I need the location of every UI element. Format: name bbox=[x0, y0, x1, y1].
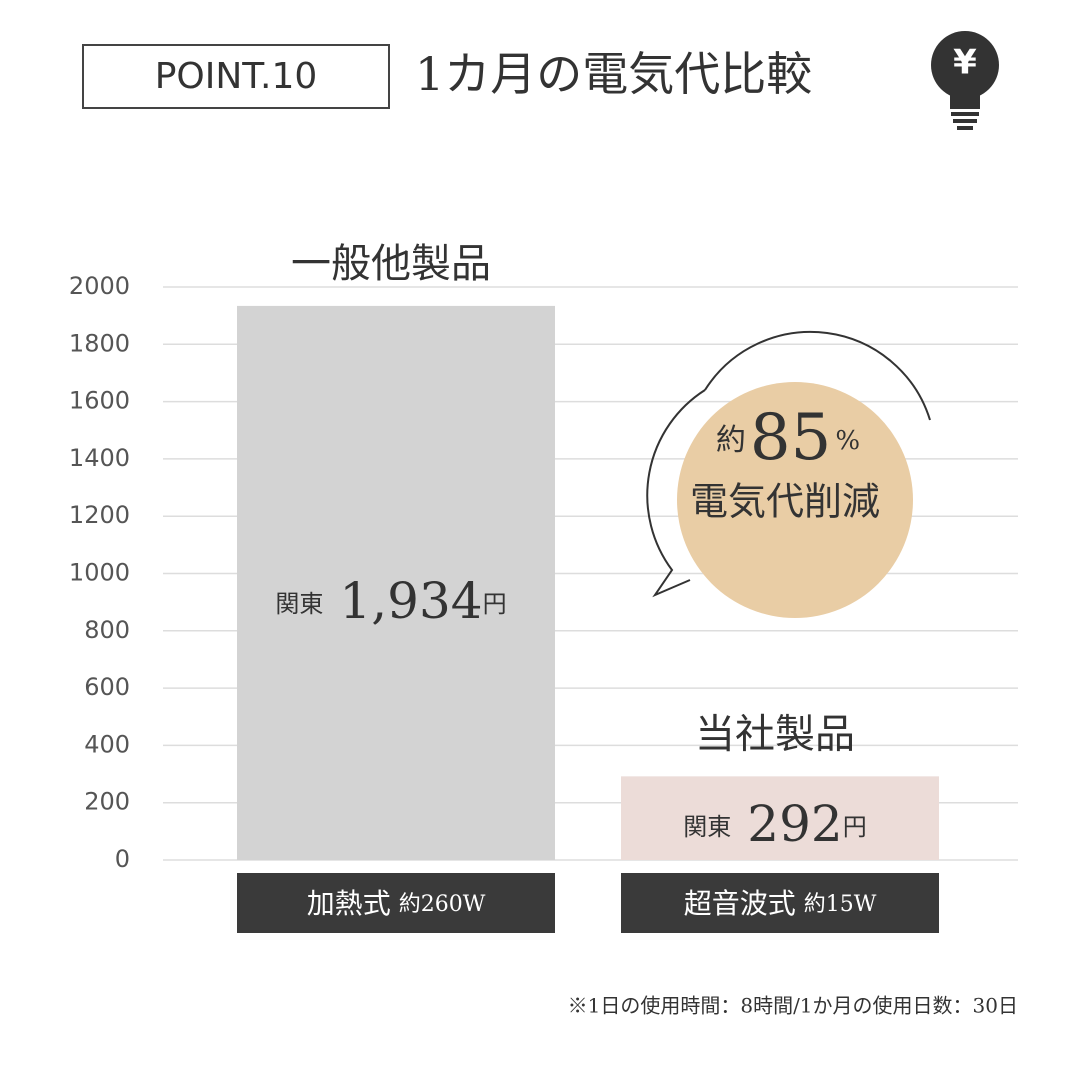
y-tick-label: 800 bbox=[84, 616, 130, 644]
callout-text: 電気代削減 bbox=[690, 480, 880, 524]
y-tick-label: 1400 bbox=[69, 444, 130, 472]
region-label: 関東 bbox=[683, 813, 731, 841]
value-number: 1,934 bbox=[339, 572, 482, 630]
y-tick-label: 600 bbox=[84, 673, 130, 701]
point-label: POINT.10 bbox=[155, 56, 318, 97]
method-name: 加熱式 bbox=[307, 887, 391, 920]
method-name: 超音波式 bbox=[684, 887, 796, 920]
callout-outline bbox=[704, 330, 931, 421]
unit-label: 円 bbox=[483, 590, 507, 618]
method-label: 加熱式 約260W bbox=[307, 887, 486, 920]
svg-text:¥: ¥ bbox=[953, 43, 977, 83]
y-tick-label: 200 bbox=[84, 788, 130, 816]
method-label: 超音波式 約15W bbox=[684, 887, 877, 920]
y-tick-label: 400 bbox=[84, 730, 130, 758]
y-tick-label: 1800 bbox=[69, 329, 130, 357]
y-tick-label: 1600 bbox=[69, 387, 130, 415]
y-tick-label: 1200 bbox=[69, 501, 130, 529]
title: 1カ月の電気代比較 bbox=[415, 47, 812, 101]
value-number: 292 bbox=[747, 795, 842, 853]
y-tick-label: 2000 bbox=[69, 272, 130, 300]
category-label: 当社製品 bbox=[695, 711, 855, 757]
wattage: 約260W bbox=[399, 892, 486, 917]
footnote: ※1日の使用時間：8時間/1か月の使用日数：30日 bbox=[568, 994, 1018, 1018]
region-label: 関東 bbox=[275, 590, 323, 618]
value-label: 関東 1,934円 bbox=[275, 572, 506, 630]
y-tick-label: 1000 bbox=[69, 559, 130, 587]
unit-label: 円 bbox=[843, 813, 867, 841]
bulb-icon: ¥ bbox=[931, 31, 999, 130]
callout-rate: 約85% bbox=[716, 401, 860, 475]
chart: 0 200 400 600 800 1000 1200 1400 1600 1800 2000 一般他… bbox=[69, 241, 1018, 933]
bar bbox=[621, 776, 939, 860]
category-label: 一般他製品 bbox=[291, 241, 491, 287]
method-box bbox=[621, 873, 939, 933]
point-box bbox=[82, 44, 390, 109]
callout-bubble bbox=[677, 382, 913, 618]
wattage: 約15W bbox=[804, 892, 877, 917]
value-label: 関東 292円 bbox=[683, 795, 866, 853]
callout-tail bbox=[646, 389, 706, 598]
y-tick-label: 0 bbox=[115, 845, 130, 873]
callout: 約85% 電気代削減 bbox=[646, 330, 931, 618]
bar bbox=[237, 305, 555, 860]
method-box bbox=[237, 873, 555, 933]
